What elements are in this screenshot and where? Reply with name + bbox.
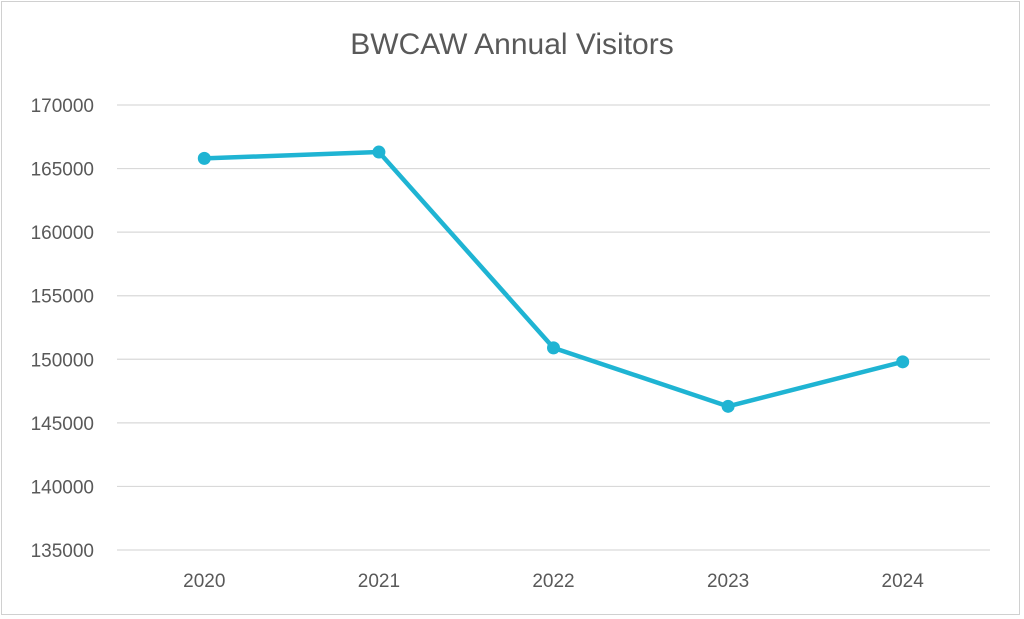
x-tick-label: 2020 [183, 571, 225, 592]
series-line [202, 149, 905, 409]
y-tick-label: 160000 [31, 223, 94, 244]
y-tick-label: 165000 [31, 160, 94, 181]
gridlines [117, 104, 990, 551]
chart-title: BWCAW Annual Visitors [350, 28, 674, 61]
y-axis-ticks: 135000 140000 145000 150000 155000 160000 1650… [31, 96, 94, 562]
x-tick-label: 2023 [707, 571, 749, 592]
data-point [372, 145, 386, 159]
y-tick-label: 140000 [31, 477, 94, 498]
x-tick-label: 2022 [532, 571, 574, 592]
y-tick-label: 155000 [31, 287, 94, 308]
data-point [896, 355, 910, 369]
data-point [721, 399, 735, 413]
data-point [197, 151, 211, 165]
y-tick-label: 170000 [31, 96, 94, 117]
x-tick-label: 2021 [358, 571, 400, 592]
y-tick-label: 150000 [31, 350, 94, 371]
x-tick-label: 2024 [882, 571, 925, 592]
data-point [547, 341, 560, 355]
x-axis-ticks: 2020 2021 2022 2023 2024 [183, 571, 924, 592]
y-tick-label: 135000 [31, 541, 94, 562]
y-tick-label: 145000 [31, 414, 94, 435]
series-group [197, 145, 910, 413]
